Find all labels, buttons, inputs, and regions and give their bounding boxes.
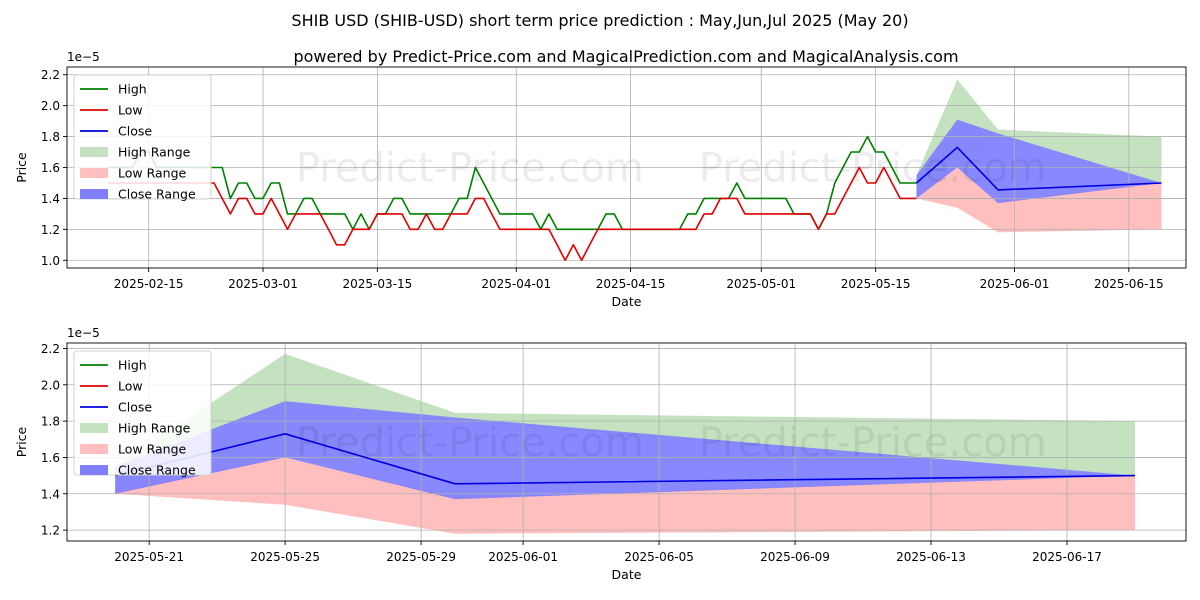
- price-history-panel: Predict-Price.com Predict-Price.com 1.0 1.2…: [14, 50, 1187, 309]
- legend-label: High Range: [118, 421, 191, 436]
- legend-swatch: [80, 444, 108, 454]
- y-tick-label: 2.2: [41, 68, 60, 82]
- chart-title: SHIB USD (SHIB-USD) short term price pre…: [291, 11, 908, 30]
- y-tick-label: 2.0: [41, 99, 60, 113]
- x-tick-label: 2025-04-15: [596, 277, 666, 291]
- legend-label: Low: [118, 103, 143, 118]
- close-line: [915, 146, 1162, 191]
- legend-swatch: [80, 147, 108, 157]
- legend-swatch: [80, 168, 108, 178]
- low-range-band: [916, 167, 1162, 233]
- y-tick-label: 1.8: [41, 130, 60, 144]
- y-axis-exponent: 1e−5: [67, 50, 100, 64]
- x-tick-label: 2025-06-13: [896, 550, 966, 564]
- x-tick-label: 2025-06-15: [1094, 277, 1164, 291]
- close-range-band: [115, 401, 1135, 500]
- legend-label: Close Range: [118, 187, 196, 202]
- y-tick-label: 1.6: [41, 161, 60, 175]
- y-tick-label: 1.6: [41, 451, 60, 465]
- y-axis-label: Price: [14, 152, 29, 183]
- legend-label: Close Range: [118, 463, 196, 478]
- legend-label: Low Range: [118, 166, 187, 181]
- x-tick-label: 2025-05-25: [250, 550, 320, 564]
- watermark-text: Predict-Price.com: [296, 420, 644, 466]
- x-axis-label: Date: [612, 567, 642, 582]
- y-tick-label: 2.2: [41, 342, 60, 356]
- high-range-band: [916, 79, 1162, 199]
- watermark-text: Predict-Price.com: [699, 146, 1047, 192]
- x-tick-label: 2025-02-15: [114, 277, 184, 291]
- x-tick-label: 2025-04-01: [481, 277, 551, 291]
- close-range-band: [916, 119, 1162, 204]
- legend-label: Close: [118, 400, 152, 415]
- legend-box: [73, 350, 212, 476]
- low-line: [107, 166, 917, 262]
- watermark-text: Predict-Price.com: [699, 420, 1047, 466]
- prediction-zoom-panel: Predict-Price.com Predict-Price.com 1.2 1.4…: [14, 326, 1187, 582]
- x-tick-label: 2025-03-15: [343, 277, 413, 291]
- axes-frame: [66, 342, 1187, 542]
- y-tick-label: 1.0: [41, 254, 60, 268]
- x-tick-label: 2025-05-29: [386, 550, 456, 564]
- x-tick-label: 2025-05-15: [841, 277, 911, 291]
- x-tick-label: 2025-06-17: [1032, 550, 1102, 564]
- x-tick-label: 2025-05-01: [726, 277, 796, 291]
- x-axis-label: Date: [612, 294, 642, 309]
- y-axis-exponent: 1e−5: [67, 326, 100, 340]
- chart-subtitle: powered by Predict-Price.com and Magical…: [293, 47, 958, 66]
- legend-swatch: [80, 189, 108, 199]
- x-tick-label: 2025-03-01: [228, 277, 298, 291]
- legend: High Low Close High Range Low Range Close Ran…: [73, 74, 212, 202]
- x-tick-label: 2025-06-05: [624, 550, 694, 564]
- legend-label: High Range: [118, 145, 191, 160]
- y-tick-label: 1.8: [41, 415, 60, 429]
- y-tick-label: 1.2: [41, 223, 60, 237]
- y-tick-label: 1.2: [41, 524, 60, 538]
- y-tick-label: 1.4: [41, 487, 60, 501]
- x-tick-label: 2025-06-01: [980, 277, 1050, 291]
- legend-box: [73, 74, 212, 200]
- y-tick-label: 1.4: [41, 192, 60, 206]
- high-line: [107, 135, 917, 231]
- watermark-text: Predict-Price.com: [296, 146, 644, 192]
- x-tick-label: 2025-06-09: [760, 550, 830, 564]
- low-range-band: [115, 457, 1135, 534]
- legend: High Low Close High Range Low Range Close Ran…: [73, 350, 212, 478]
- legend-label: Low: [118, 379, 143, 394]
- legend-label: Low Range: [118, 442, 187, 457]
- legend-label: High: [118, 358, 147, 373]
- legend-label: Close: [118, 124, 152, 139]
- y-axis-label: Price: [14, 426, 29, 457]
- high-range-band: [115, 353, 1135, 494]
- legend-swatch: [80, 465, 108, 475]
- x-tick-label: 2025-06-01: [488, 550, 558, 564]
- legend-swatch: [80, 423, 108, 433]
- y-tick-label: 2.0: [41, 378, 60, 392]
- x-tick-label: 2025-05-21: [114, 550, 184, 564]
- legend-label: High: [118, 82, 147, 97]
